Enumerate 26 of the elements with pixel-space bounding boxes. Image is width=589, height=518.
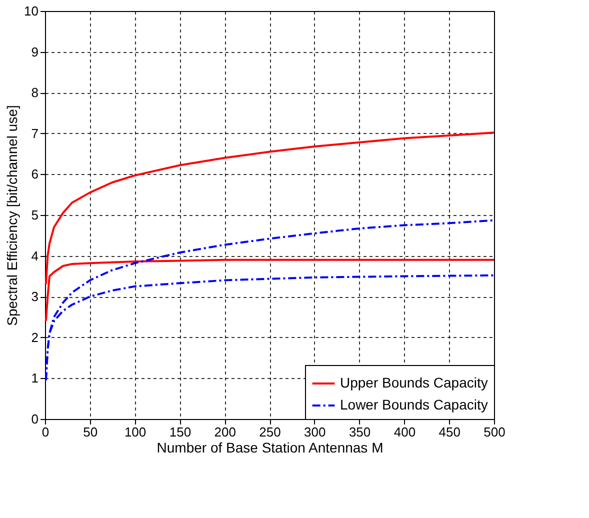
x-tick-label: 200 bbox=[214, 424, 236, 440]
x-tick-label: 150 bbox=[169, 424, 192, 440]
y-axis-title: Spectral Efficiency [bit/channel use] bbox=[4, 105, 20, 326]
x-tick-label: 50 bbox=[83, 424, 98, 440]
y-tick-label: 1 bbox=[31, 370, 38, 386]
y-tick-label: 8 bbox=[31, 85, 38, 100]
legend-label: Lower Bounds Capacity bbox=[340, 396, 488, 412]
y-tick-label: 0 bbox=[31, 412, 38, 426]
y-tick-label: 3 bbox=[31, 289, 38, 304]
y-tick-label: 5 bbox=[31, 208, 38, 222]
x-tick-label: 100 bbox=[124, 424, 146, 440]
x-tick-label: 400 bbox=[394, 424, 416, 440]
legend-label: Upper Bounds Capacity bbox=[340, 374, 488, 390]
x-tick-label: 500 bbox=[484, 424, 506, 440]
x-tick-label: 250 bbox=[259, 424, 281, 440]
x-tick-label: 300 bbox=[304, 424, 326, 440]
y-tick-label: 4 bbox=[31, 248, 38, 264]
y-tick-label: 9 bbox=[31, 44, 38, 60]
x-tick-label: 0 bbox=[42, 424, 50, 440]
y-tick-label: 2 bbox=[31, 330, 38, 345]
x-axis-title: Number of Base Station Antennas M bbox=[156, 440, 384, 456]
y-tick-label: 10 bbox=[24, 4, 38, 18]
x-tick-label: 450 bbox=[438, 424, 460, 440]
x-tick-label: 350 bbox=[348, 424, 371, 440]
y-tick-label: 7 bbox=[31, 126, 38, 141]
y-tick-label: 6 bbox=[31, 166, 38, 182]
